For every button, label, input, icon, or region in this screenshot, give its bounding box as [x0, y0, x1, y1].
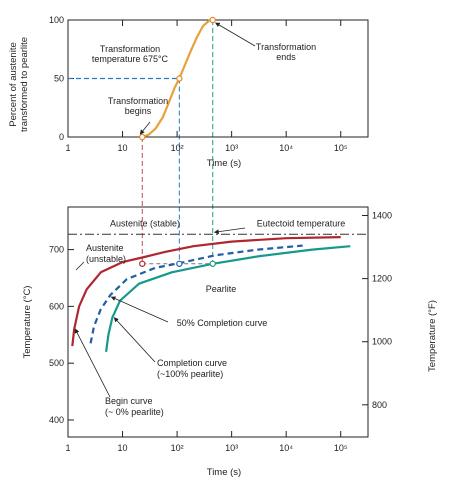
bottom-x-tick-label-3: 10² [171, 443, 184, 453]
top-marker-3 [209, 16, 216, 24]
bottom-marker-3 [209, 260, 216, 267]
label-austenite-unstable-line-1: Austenite [86, 243, 124, 253]
bottom-y-axis-label: Temperature (°C) [22, 286, 33, 359]
fifty-percent-curve [89, 244, 303, 344]
top-y-axis-label-line-1: Percent of austenite [8, 42, 19, 127]
arrow-fifty-percent [110, 296, 169, 323]
arrow-begin [74, 328, 111, 398]
label-completion-curve-line-2: (~100% pearlite) [157, 369, 223, 379]
top-annotation-transformation-temperature-line-1: Transformation [100, 44, 160, 54]
top-x-tick-label-6: 10⁵ [334, 143, 348, 153]
label-eutectoid-temperature: Eutectoid temperature [257, 218, 346, 228]
top-annotation-transformation-ends-line-1: Transformation [256, 42, 316, 52]
bottom-x-tick-label-4: 10³ [225, 443, 238, 453]
top-marker-2 [176, 75, 183, 82]
label-completion-curve-line-1: Completion curve [157, 358, 227, 368]
top-annotation-transformation-begins-line-1: Transformation [108, 96, 168, 106]
top-y-tick-label-2: 50 [54, 74, 64, 84]
top-panel-transformation-curve: 1 10 10² 10³ 10⁴ 10⁵ 0 50 100 Time (s) Percent of … [8, 15, 369, 169]
arrow-eutectoid [213, 227, 246, 235]
bottom-y-tick-label-2: 500 [49, 358, 64, 368]
top-x-tick-label-3: 10² [171, 143, 184, 153]
label-begin-curve-line-2: (~ 0% pearlite) [105, 407, 164, 417]
completion-curve [105, 245, 351, 352]
label-begin-curve-line-1: Begin curve [105, 396, 153, 406]
bottom-y-tick-label-1: 400 [49, 415, 64, 425]
top-annotation-transformation-ends-line-2: ends [276, 52, 296, 62]
bottom-right-tick-label-1: 800 [372, 400, 387, 410]
bottom-x-tick-label-1: 1 [65, 443, 70, 453]
bottom-x-tick-label-6: 10⁵ [334, 443, 348, 453]
top-y-tick-label-3: 100 [49, 15, 64, 25]
bottom-y-tick-label-3: 600 [49, 301, 64, 311]
bottom-right-axis-label: Temperature (°F) [427, 300, 438, 372]
bottom-x-tick-label-5: 10⁴ [279, 443, 293, 453]
top-x-axis-label: Time (s) [207, 158, 241, 169]
arrow-austenite-unstable [75, 261, 85, 271]
bottom-x-axis-label: Time (s) [207, 467, 241, 478]
top-annotation-transformation-begins-line-2: begins [125, 106, 152, 116]
top-marker-1 [139, 133, 146, 141]
bottom-right-tick-label-3: 1200 [372, 274, 392, 284]
bottom-plot-frame [67, 206, 369, 438]
guide-lines-layer [141, 20, 214, 264]
begin-curve [71, 236, 341, 347]
bottom-marker-2 [176, 260, 183, 267]
top-x-tick-label-2: 10 [118, 143, 128, 153]
bottom-right-tick-label-4: 1400 [372, 211, 392, 221]
bottom-x-tick-label-2: 10 [118, 443, 128, 453]
top-x-tick-label-5: 10⁴ [279, 143, 293, 153]
label-fifty-percent-completion: 50% Completion curve [177, 318, 268, 328]
top-annotation-transformation-temperature-line-2: temperature 675°C [92, 54, 169, 64]
label-pearlite: Pearlite [206, 284, 237, 294]
label-austenite-unstable-line-2: (unstable) [86, 254, 126, 264]
top-y-tick-label-1: 0 [59, 132, 64, 142]
bottom-right-tick-label-2: 1000 [372, 337, 392, 347]
top-arrow-begins [139, 121, 151, 135]
top-y-axis-label-line-2: transformed to pearlite [19, 37, 30, 132]
bottom-marker-1 [139, 260, 146, 267]
arrow-completion [113, 317, 156, 363]
top-x-tick-label-1: 1 [65, 143, 70, 153]
top-arrow-ends [215, 22, 256, 47]
top-x-tick-label-4: 10³ [225, 143, 238, 153]
bottom-panel-ttt-diagram: 1 10 10² 10³ 10⁴ 10⁵ 400 500 600 700 800 1000 1200 14… [22, 206, 438, 478]
bottom-y-tick-label-4: 700 [49, 245, 64, 255]
label-austenite-stable: Austenite (stable) [110, 218, 180, 228]
